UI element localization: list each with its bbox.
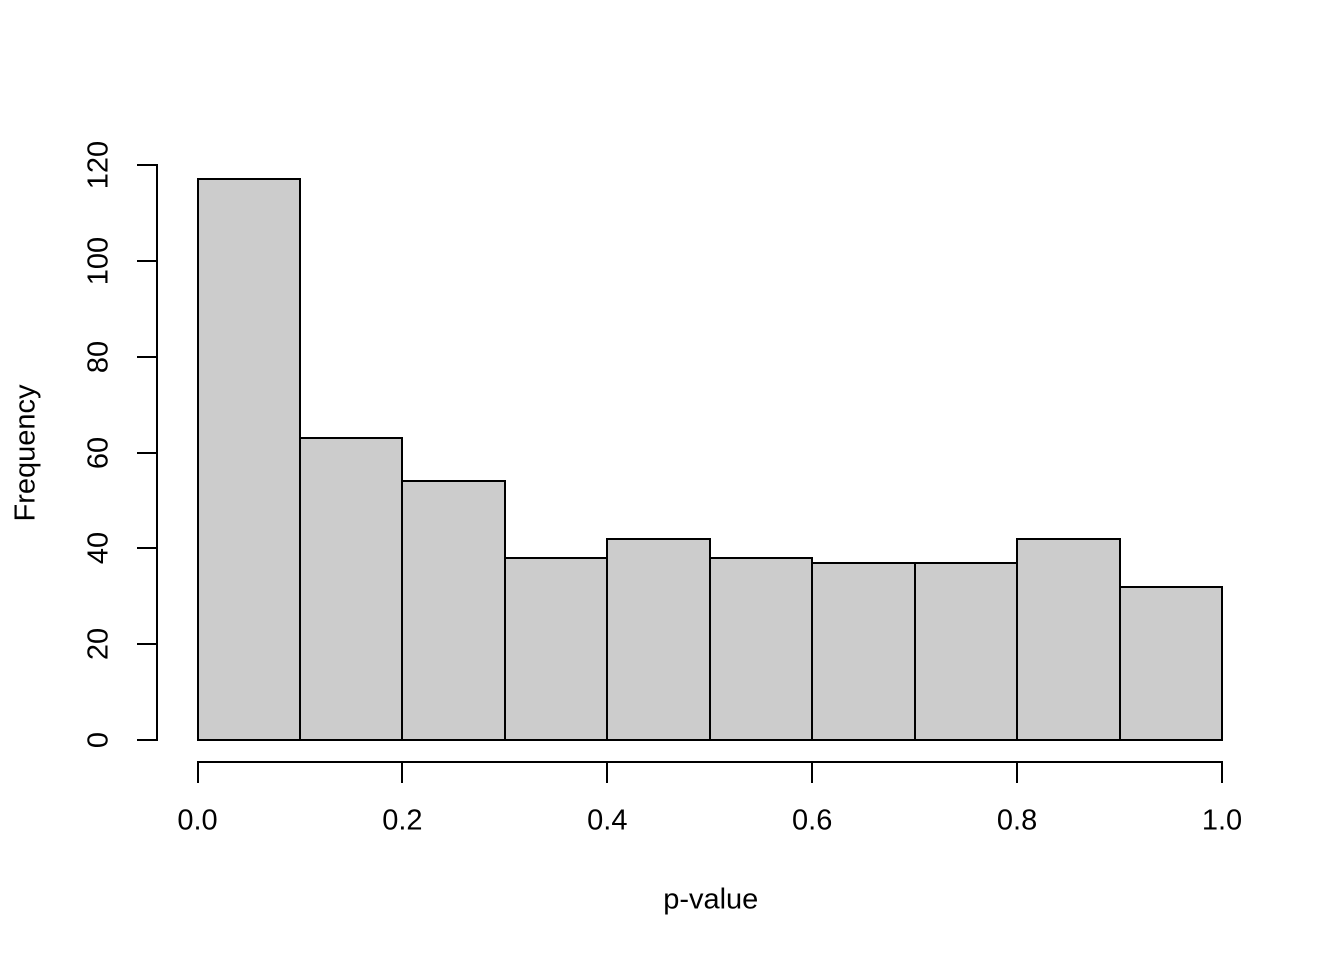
x-axis-tick: [1221, 762, 1223, 783]
x-axis-tick: [196, 762, 199, 783]
y-axis-tick: [137, 451, 157, 454]
x-axis-tick: [401, 762, 404, 783]
x-axis-tick: [811, 762, 814, 783]
histogram-bar: [503, 556, 609, 741]
x-tick-label: 0.4: [587, 804, 628, 837]
x-tick-label: 0.2: [382, 804, 423, 837]
histogram-bar: [1016, 537, 1121, 741]
x-tick-label: 1.0: [1201, 804, 1243, 837]
x-tick-label: 0.8: [996, 804, 1038, 837]
x-tick-label: 0.0: [177, 804, 218, 837]
x-axis-line: [196, 761, 1223, 763]
y-axis-label: Frequency: [9, 383, 42, 522]
histogram-bar: [298, 437, 404, 741]
y-tick-label: 120: [82, 140, 115, 190]
y-axis-tick: [137, 643, 157, 646]
y-tick-label: 80: [82, 340, 115, 373]
y-axis-tick: [137, 547, 157, 550]
y-tick-label: 20: [82, 628, 115, 661]
x-axis-label: p-value: [663, 883, 759, 916]
y-axis-tick: [137, 739, 157, 741]
histogram-bar: [606, 537, 711, 741]
histogram-bar: [811, 561, 916, 741]
y-tick-label: 100: [82, 236, 115, 286]
y-axis-tick: [137, 164, 157, 166]
y-axis-line: [156, 164, 158, 741]
histogram-bar: [708, 556, 814, 741]
y-tick-label: 0: [82, 731, 115, 749]
y-tick-label: 40: [82, 532, 115, 565]
x-axis-tick: [1016, 762, 1019, 783]
histogram-bar: [401, 480, 506, 741]
histogram-bar: [913, 561, 1019, 741]
x-tick-label: 0.6: [792, 804, 833, 837]
y-axis-tick: [137, 259, 157, 262]
x-axis-tick: [606, 762, 609, 783]
histogram-bar: [1118, 585, 1223, 741]
y-axis-tick: [137, 355, 157, 358]
y-tick-label: 60: [82, 436, 115, 469]
histogram-bar: [196, 178, 301, 741]
